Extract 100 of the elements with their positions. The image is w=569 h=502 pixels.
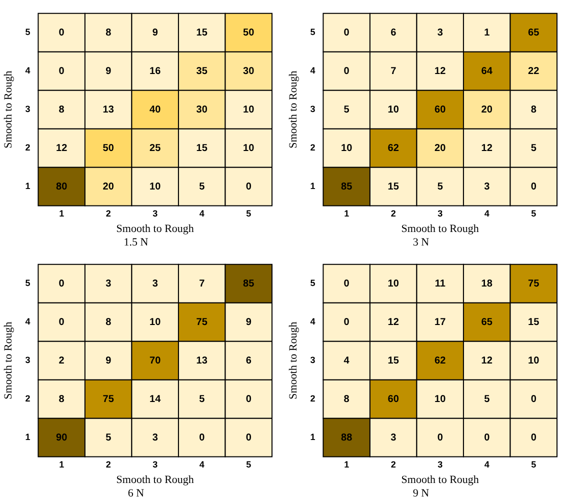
data-label: 3 [106,278,112,290]
data-label: 9 [106,66,112,77]
data-label: 0 [530,181,537,192]
data-label: 0 [199,432,206,444]
x-tick-label: 5 [246,208,252,219]
data-label: 0 [530,394,537,405]
data-label: 13 [102,104,114,116]
data-label: 35 [196,66,208,77]
y-tick-label: 4 [25,316,30,327]
data-label: 15 [196,27,208,38]
data-label: 30 [196,104,208,116]
data-label: 8 [58,104,65,116]
y-tick-label: 5 [25,27,30,38]
data-label: 3 [390,432,397,444]
x-tick-label: 3 [438,208,443,219]
data-label: 0 [530,432,537,444]
data-label: 16 [150,66,162,77]
data-label: 8 [58,394,65,405]
data-label: 88 [341,432,353,444]
data-label: 0 [484,432,490,444]
data-label: 4 [344,355,350,366]
data-label: 5 [344,104,350,116]
text: 6 N [128,487,144,500]
data-label: 90 [56,432,68,444]
data-label: 13 [196,355,208,366]
data-label: 15 [388,181,400,192]
data-label: 5 [437,181,444,192]
x-tick-label: 2 [106,208,111,219]
data-label: 12 [388,316,400,328]
data-label: 12 [481,142,493,154]
data-label: 22 [528,66,540,77]
y-tick-label: 3 [25,355,30,366]
data-label: 30 [243,66,255,77]
data-label: 10 [528,355,540,366]
data-label: 10 [150,316,162,328]
x-tick-label: 1 [59,460,64,470]
data-label: 15 [388,355,400,366]
y-tick-label: 2 [310,394,316,404]
data-label: 9 [152,27,158,38]
data-label: 10 [150,181,162,192]
x-tick-label: 2 [390,460,396,470]
x-tick-label: 5 [531,208,536,219]
data-label: 60 [434,104,446,116]
y-tick-label: 4 [310,66,316,76]
data-label: 6 [390,27,397,38]
x-tick-label: 4 [484,208,490,219]
data-label: 10 [243,104,255,116]
data-label: 10 [341,142,353,154]
data-label: 2 [58,355,65,366]
data-label: 0 [344,316,350,328]
y-tick-label: 2 [25,142,30,153]
y-tick-label: 1 [25,432,30,442]
data-label: 12 [56,142,68,154]
data-label: 70 [150,355,162,366]
data-label: 11 [434,278,446,290]
data-label: 5 [484,394,490,405]
data-label: 15 [196,142,208,154]
data-label: 65 [481,316,493,328]
x-tick-label: 1 [344,208,350,219]
data-label: 62 [388,142,400,154]
x-tick-label: 4 [199,460,204,470]
y-tick-label: 5 [25,278,30,288]
y-axis-title: Smooth to Rough [287,321,300,400]
text: 1.5 N [124,236,148,248]
data-label: 15 [528,316,540,328]
data-label: 20 [434,142,446,154]
y-tick-label: 4 [310,316,316,327]
data-label: 18 [481,278,493,290]
y-axis-title: Smooth to Rough [2,70,14,148]
y-tick-label: 3 [310,355,316,366]
data-label: 85 [243,278,255,290]
data-label: 0 [246,181,252,192]
data-label: 7 [390,66,397,77]
data-label: 10 [388,104,400,116]
data-label: 0 [246,432,252,444]
y-tick-label: 2 [310,142,316,153]
data-label: 7 [199,278,206,290]
x-axis-title: Smooth to Rough [401,474,480,486]
y-tick-label: 3 [310,104,316,114]
data-label: 0 [58,278,65,290]
data-label: 6 [246,355,252,366]
y-axis-title: Smooth to Rough [2,321,14,400]
data-label: 75 [528,278,540,290]
data-label: 80 [56,181,68,192]
data-label: 9 [106,355,112,366]
data-label: 64 [481,66,493,77]
data-label: 8 [106,316,112,328]
data-label: 3 [484,181,490,192]
text: 3 N [412,236,430,248]
data-label: 8 [106,27,112,38]
data-label: 60 [388,394,400,405]
data-label: 0 [246,394,252,405]
data-label: 5 [199,181,206,192]
data-label: 40 [150,104,162,116]
data-label: 62 [434,355,446,366]
y-tick-label: 5 [310,27,316,38]
data-label: 12 [481,355,493,366]
data-label: 8 [344,394,350,405]
y-tick-label: 1 [25,181,30,192]
data-label: 1 [484,27,490,38]
